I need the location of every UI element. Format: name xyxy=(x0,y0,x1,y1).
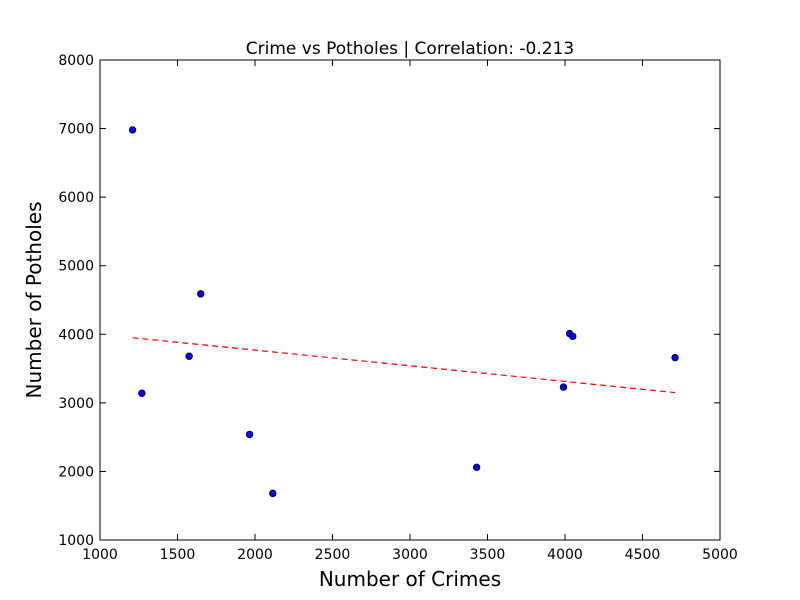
x-tick-label: 4000 xyxy=(547,547,583,563)
x-tick-label: 3500 xyxy=(470,547,506,563)
scatter-point xyxy=(245,430,254,439)
y-tick-label: 1000 xyxy=(58,533,94,549)
scatter-point xyxy=(185,352,193,360)
scatter-point xyxy=(128,126,137,134)
y-axis: 1000 2000 3000 4000 5000 6000 7000 8000 xyxy=(58,53,720,549)
x-tick-label: 1500 xyxy=(160,547,196,563)
scatter-point xyxy=(472,463,481,472)
points-layer xyxy=(128,126,679,498)
trendline-layer xyxy=(132,337,676,394)
trendline xyxy=(132,337,676,394)
y-tick-label: 5000 xyxy=(58,259,94,275)
y-tick-label: 7000 xyxy=(58,122,94,138)
plot-area xyxy=(99,59,721,541)
x-tick-label: 1000 xyxy=(82,547,118,563)
chart-title: Crime vs Potholes | Correlation: -0.213 xyxy=(246,39,574,59)
y-tick-label: 8000 xyxy=(58,53,94,69)
y-tick-label: 3000 xyxy=(58,396,94,412)
y-tick-label: 6000 xyxy=(58,190,94,206)
y-tick-label: 2000 xyxy=(58,464,94,480)
scatter-point xyxy=(138,389,146,397)
scatter-point xyxy=(569,332,577,341)
x-tick-label: 2000 xyxy=(237,547,273,563)
x-tick-label: 2500 xyxy=(315,547,351,563)
scatter-point xyxy=(269,489,277,498)
y-axis-label: Number of Potholes xyxy=(22,202,46,399)
x-axis: 1000 1500 2000 2500 3000 3500 4000 4500 5000 xyxy=(82,60,738,563)
scatter-point xyxy=(559,383,568,391)
scatter-point xyxy=(197,290,205,298)
x-tick-label: 4500 xyxy=(625,547,661,563)
x-axis-label: Number of Crimes xyxy=(319,567,501,591)
y-tick-label: 4000 xyxy=(58,327,94,343)
x-tick-label: 3000 xyxy=(392,547,428,563)
scatter-point xyxy=(671,353,679,362)
x-tick-label: 5000 xyxy=(702,547,738,563)
